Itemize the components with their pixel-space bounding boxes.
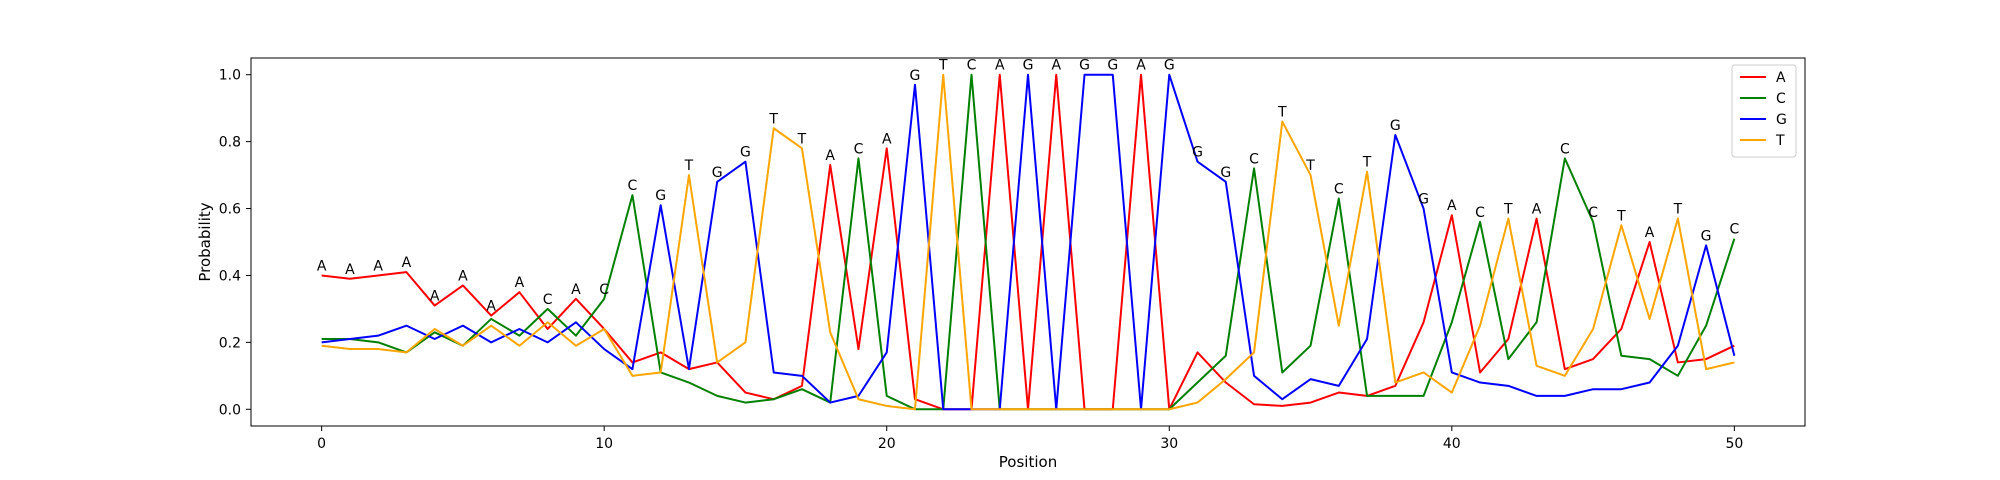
y-axis-title: Probability bbox=[196, 202, 214, 281]
peak-base-label: G bbox=[740, 145, 751, 161]
peak-base-label: A bbox=[515, 275, 525, 291]
peak-base-label: C bbox=[1588, 205, 1598, 221]
x-tick-label: 10 bbox=[595, 436, 613, 452]
peak-base-label: T bbox=[797, 131, 807, 147]
peak-base-label: G bbox=[1390, 118, 1401, 134]
peak-base-label: A bbox=[373, 258, 383, 274]
peak-base-label: A bbox=[1532, 202, 1542, 218]
peak-base-label: T bbox=[938, 58, 948, 74]
y-tick-label: 0.0 bbox=[219, 402, 241, 418]
peak-base-label: G bbox=[1418, 192, 1429, 208]
peak-base-label: G bbox=[1023, 58, 1034, 74]
peak-base-label: A bbox=[995, 58, 1005, 74]
x-axis-title: Position bbox=[999, 453, 1057, 471]
series-line-T bbox=[321, 73, 1735, 411]
x-tick-label: 40 bbox=[1443, 436, 1461, 452]
series-line-G bbox=[321, 73, 1736, 411]
peak-base-label: C bbox=[1729, 222, 1739, 238]
peak-base-label: T bbox=[768, 111, 778, 127]
peak-base-label: G bbox=[910, 68, 921, 84]
peak-base-label: A bbox=[882, 131, 892, 147]
y-tick-label: 0.8 bbox=[219, 135, 241, 151]
peak-base-label: C bbox=[1475, 205, 1485, 221]
x-tick-label: 50 bbox=[1725, 436, 1743, 452]
x-tick-label: 20 bbox=[878, 436, 896, 452]
peak-base-label: C bbox=[599, 282, 609, 298]
peak-base-label: G bbox=[1192, 145, 1203, 161]
peak-base-label: G bbox=[712, 165, 723, 181]
peak-base-label: T bbox=[1673, 202, 1683, 218]
peak-base-label: G bbox=[1107, 58, 1118, 74]
y-tick-label: 0.4 bbox=[219, 268, 241, 284]
peak-base-label: A bbox=[458, 268, 468, 284]
legend-label-G: G bbox=[1776, 112, 1787, 128]
x-tick-label: 0 bbox=[317, 436, 326, 452]
peak-base-label: A bbox=[1645, 225, 1655, 241]
peak-base-label: C bbox=[854, 141, 864, 157]
peak-base-label: T bbox=[1503, 202, 1513, 218]
y-tick-label: 0.6 bbox=[219, 202, 241, 218]
peak-base-label: A bbox=[1447, 198, 1457, 214]
peak-base-label: G bbox=[1079, 58, 1090, 74]
peak-base-label: G bbox=[1220, 165, 1231, 181]
peak-base-label: T bbox=[1305, 158, 1315, 174]
peak-base-label: A bbox=[402, 255, 412, 271]
plot-frame bbox=[250, 57, 1806, 427]
peak-base-label: C bbox=[1334, 182, 1344, 198]
peak-base-label: A bbox=[1136, 58, 1146, 74]
peak-base-label: C bbox=[1560, 141, 1570, 157]
peak-base-label: A bbox=[571, 282, 581, 298]
peak-base-label: A bbox=[345, 262, 355, 278]
peak-base-label: C bbox=[1249, 151, 1259, 167]
peak-base-label: A bbox=[1051, 58, 1061, 74]
legend-label-C: C bbox=[1776, 91, 1786, 107]
peak-base-label: A bbox=[317, 258, 327, 274]
y-tick-label: 1.0 bbox=[219, 68, 241, 84]
peak-base-label: A bbox=[430, 289, 440, 305]
legend-box bbox=[1731, 64, 1797, 158]
peak-base-label: C bbox=[967, 58, 977, 74]
y-tick-label: 0.2 bbox=[219, 335, 241, 351]
peak-base-label: G bbox=[655, 188, 666, 204]
legend-label-T: T bbox=[1775, 133, 1785, 149]
peak-base-label: C bbox=[628, 178, 638, 194]
peak-base-label: T bbox=[1616, 208, 1626, 224]
peak-base-label: T bbox=[684, 158, 694, 174]
peak-base-label: T bbox=[1362, 155, 1372, 171]
peak-base-label: C bbox=[543, 292, 553, 308]
peak-base-label: G bbox=[1701, 228, 1712, 244]
legend-label-A: A bbox=[1776, 70, 1786, 86]
x-tick-label: 30 bbox=[1160, 436, 1178, 452]
peak-base-label: A bbox=[486, 299, 496, 315]
peak-base-label: G bbox=[1164, 58, 1175, 74]
peak-base-label: A bbox=[825, 148, 835, 164]
peak-base-label: T bbox=[1277, 105, 1287, 121]
